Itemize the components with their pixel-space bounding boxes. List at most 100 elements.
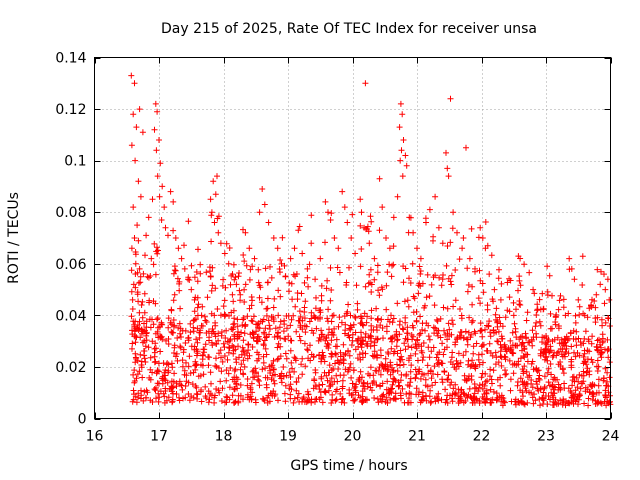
- data-point: [331, 325, 338, 332]
- data-point: [165, 324, 172, 331]
- data-point: [397, 100, 404, 107]
- data-point: [313, 396, 320, 402]
- data-point: [406, 275, 412, 282]
- data-point: [539, 290, 546, 297]
- data-point: [191, 274, 198, 281]
- data-point: [195, 246, 201, 253]
- data-point: [557, 292, 564, 299]
- data-point: [171, 350, 177, 356]
- data-point: [582, 358, 589, 365]
- data-point: [287, 337, 294, 344]
- data-point: [161, 204, 168, 211]
- data-point: [444, 305, 451, 312]
- data-point: [390, 261, 397, 268]
- data-point: [523, 317, 530, 324]
- data-point: [408, 362, 415, 369]
- data-point: [487, 329, 494, 336]
- data-point: [211, 394, 218, 401]
- data-point: [394, 337, 400, 344]
- data-point: [425, 344, 432, 351]
- data-point: [227, 281, 234, 288]
- data-point: [240, 357, 247, 364]
- data-point: [265, 317, 272, 324]
- data-point: [263, 312, 270, 319]
- data-point: [323, 335, 330, 342]
- data-point: [207, 369, 214, 376]
- data-point: [494, 318, 501, 325]
- data-point: [248, 302, 255, 309]
- data-point: [487, 373, 493, 380]
- data-point: [598, 268, 604, 275]
- data-point: [241, 286, 248, 293]
- data-point: [361, 310, 368, 317]
- data-point: [496, 314, 503, 321]
- data-point: [476, 384, 482, 391]
- data-point: [248, 294, 255, 300]
- data-point: [523, 351, 529, 358]
- data-point: [132, 339, 139, 346]
- data-point: [264, 279, 271, 286]
- data-point: [528, 377, 535, 383]
- data-point: [351, 397, 358, 404]
- data-point: [152, 340, 159, 347]
- data-point: [177, 381, 184, 388]
- data-point: [128, 267, 135, 274]
- data-point: [235, 399, 242, 406]
- data-point: [316, 334, 323, 341]
- data-point: [572, 312, 579, 319]
- data-point: [175, 245, 182, 252]
- data-point: [128, 142, 135, 149]
- data-point: [194, 312, 201, 319]
- data-point: [232, 398, 239, 405]
- data-point: [476, 267, 483, 274]
- data-point: [414, 336, 421, 343]
- data-point: [542, 393, 549, 399]
- data-point: [132, 284, 139, 291]
- data-point: [324, 315, 331, 322]
- data-point: [416, 332, 423, 338]
- data-point: [182, 340, 189, 346]
- data-point: [342, 350, 349, 357]
- data-point: [581, 335, 588, 342]
- data-point: [391, 376, 398, 383]
- data-point: [203, 395, 210, 401]
- data-point: [410, 324, 417, 331]
- data-point: [183, 372, 190, 379]
- data-point: [159, 321, 166, 328]
- data-point: [260, 359, 267, 366]
- data-point: [517, 355, 524, 362]
- data-point: [305, 283, 312, 290]
- data-point: [369, 387, 375, 394]
- data-point: [299, 355, 306, 362]
- data-point: [540, 401, 546, 407]
- data-point: [215, 330, 222, 337]
- data-point: [327, 217, 334, 223]
- data-point: [493, 390, 500, 397]
- data-point: [382, 355, 389, 362]
- data-point: [293, 328, 300, 335]
- data-point: [281, 321, 288, 328]
- data-point: [466, 314, 473, 321]
- data-point: [141, 290, 148, 297]
- data-point: [564, 337, 571, 344]
- data-point: [297, 337, 304, 344]
- data-point: [495, 359, 502, 366]
- data-point: [422, 327, 428, 334]
- x-tick-label: 20: [344, 429, 362, 445]
- data-point: [289, 296, 296, 303]
- data-point: [162, 367, 169, 373]
- data-point: [151, 240, 158, 247]
- data-point: [312, 305, 319, 312]
- data-point: [452, 381, 459, 388]
- data-point: [375, 287, 382, 294]
- data-point: [128, 245, 135, 252]
- data-point: [193, 384, 200, 391]
- data-point: [128, 72, 135, 79]
- data-point: [128, 313, 135, 320]
- data-point: [407, 280, 414, 286]
- data-point: [297, 324, 304, 331]
- data-point: [444, 376, 451, 383]
- data-point: [212, 319, 219, 326]
- data-point: [604, 369, 611, 376]
- data-point: [132, 393, 139, 400]
